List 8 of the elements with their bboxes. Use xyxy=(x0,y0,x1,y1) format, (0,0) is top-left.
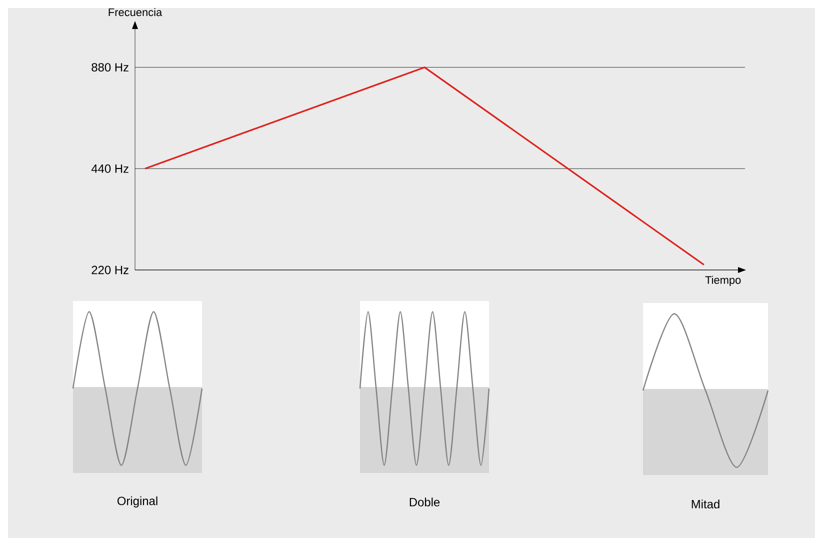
x-axis-title: Tiempo xyxy=(705,276,741,286)
y-tick-label: 880 Hz xyxy=(92,63,128,72)
x-axis-title: Original xyxy=(117,496,158,508)
y-tick-label: 440 Hz xyxy=(91,164,128,173)
x-axis-title: Mitad xyxy=(692,500,720,508)
x-axis-title: Doble xyxy=(410,498,440,506)
y-axis-title: Frecuencia xyxy=(108,8,162,16)
y-tick-label: 220 Hz xyxy=(92,266,128,274)
